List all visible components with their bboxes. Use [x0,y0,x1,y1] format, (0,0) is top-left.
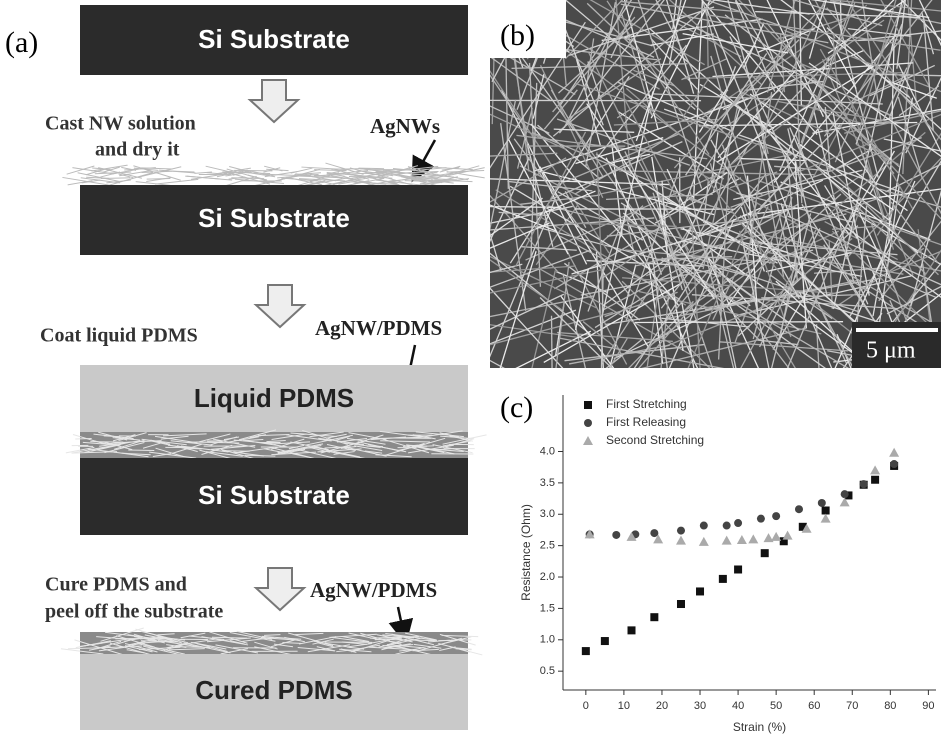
data-point [818,499,826,507]
nanowire [264,635,280,636]
step-text: Cast NW solution [45,113,196,135]
y-axis-label: Resistance (Ohm) [519,504,533,601]
legend-marker [584,401,592,409]
data-point [771,532,781,541]
y-tick-label: 4.0 [540,445,555,457]
data-point [700,522,708,530]
x-tick-label: 10 [618,700,630,712]
layer-label: Liquid PDMS [194,383,354,413]
data-point [696,587,704,595]
x-tick-label: 50 [770,700,782,712]
x-tick-label: 30 [694,700,706,712]
data-point [719,575,727,583]
panel-label: (a) [5,26,38,59]
x-tick-label: 40 [732,700,744,712]
x-tick-label: 70 [846,700,858,712]
data-point [890,460,898,468]
data-point [612,531,620,539]
y-tick-label: 1.5 [540,602,555,614]
data-point [757,515,765,523]
y-tick-label: 2.5 [540,540,555,552]
data-point [772,512,780,520]
nanowire [155,179,198,184]
data-point [676,536,686,545]
data-point [582,647,590,655]
nanowire [136,182,171,186]
legend-label: First Stretching [606,397,687,411]
step-arrow [250,80,298,122]
scale-label: 5 μm [866,338,916,364]
x-axis-label: Strain (%) [733,720,786,734]
legend-label: Second Stretching [606,433,704,447]
data-point [601,637,609,645]
data-point [841,490,849,498]
data-point [889,448,899,457]
data-point [650,613,658,621]
layer-label: Si Substrate [198,24,350,54]
data-point [650,529,658,537]
panel-c: (c) 0.5 1.0 1.5 2.0 2.5 3.0 3.5 4.0 0 10 20 30 40 50 6… [500,391,936,734]
sem-wire [490,207,562,208]
data-point [783,531,793,540]
step-text: peel off the substrate [45,601,223,623]
data-point [761,549,769,557]
legend-label: First Releasing [606,415,686,429]
data-point [699,537,709,546]
y-tick-label: 2.0 [540,571,555,583]
step-text: and dry it [95,139,180,161]
data-point [677,600,685,608]
layer-label: Si Substrate [198,203,350,233]
x-tick-label: 0 [583,700,589,712]
data-point [723,522,731,530]
y-tick-label: 3.0 [540,508,555,520]
panel-a: (a) Si Substrate Cast NW solution and dr… [5,5,487,730]
nw-label: AgNW/PDMS [315,316,442,340]
data-point [822,506,830,514]
nanowire [147,178,171,179]
layer-label: Cured PDMS [195,675,352,705]
y-tick-label: 0.5 [540,665,555,677]
legend-marker [583,436,593,445]
nanowire [108,173,152,186]
data-point [871,476,879,484]
x-tick-label: 80 [884,700,896,712]
x-tick-label: 90 [922,700,934,712]
x-tick-label: 60 [808,700,820,712]
step-arrow [256,568,304,610]
data-point [734,519,742,527]
panel-label: (c) [500,391,533,424]
y-tick-label: 1.0 [540,634,555,646]
data-point [737,535,747,544]
y-tick-label: 3.5 [540,477,555,489]
layer-label: Si Substrate [198,480,350,510]
data-point [860,480,868,488]
sem-wire [635,322,843,323]
data-point [722,536,732,545]
data-point [870,465,880,474]
step-arrow [256,285,304,327]
data-point [677,527,685,535]
data-point [628,626,636,634]
data-point [734,565,742,573]
legend-marker [584,419,592,427]
page: {"panel_a": {"label": "(a)", "substrate_… [0,0,941,736]
step-text: Cure PDMS and [45,574,187,596]
step-text: Coat liquid PDMS [40,325,198,347]
x-tick-label: 20 [656,700,668,712]
data-point [821,514,831,523]
nw-label: AgNW/PDMS [310,578,437,602]
figure: (a) Si Substrate Cast NW solution and dr… [0,0,941,736]
nw-label: AgNWs [370,114,440,138]
data-point [795,505,803,513]
panel-label: (b) [500,19,535,52]
data-point [748,534,758,543]
